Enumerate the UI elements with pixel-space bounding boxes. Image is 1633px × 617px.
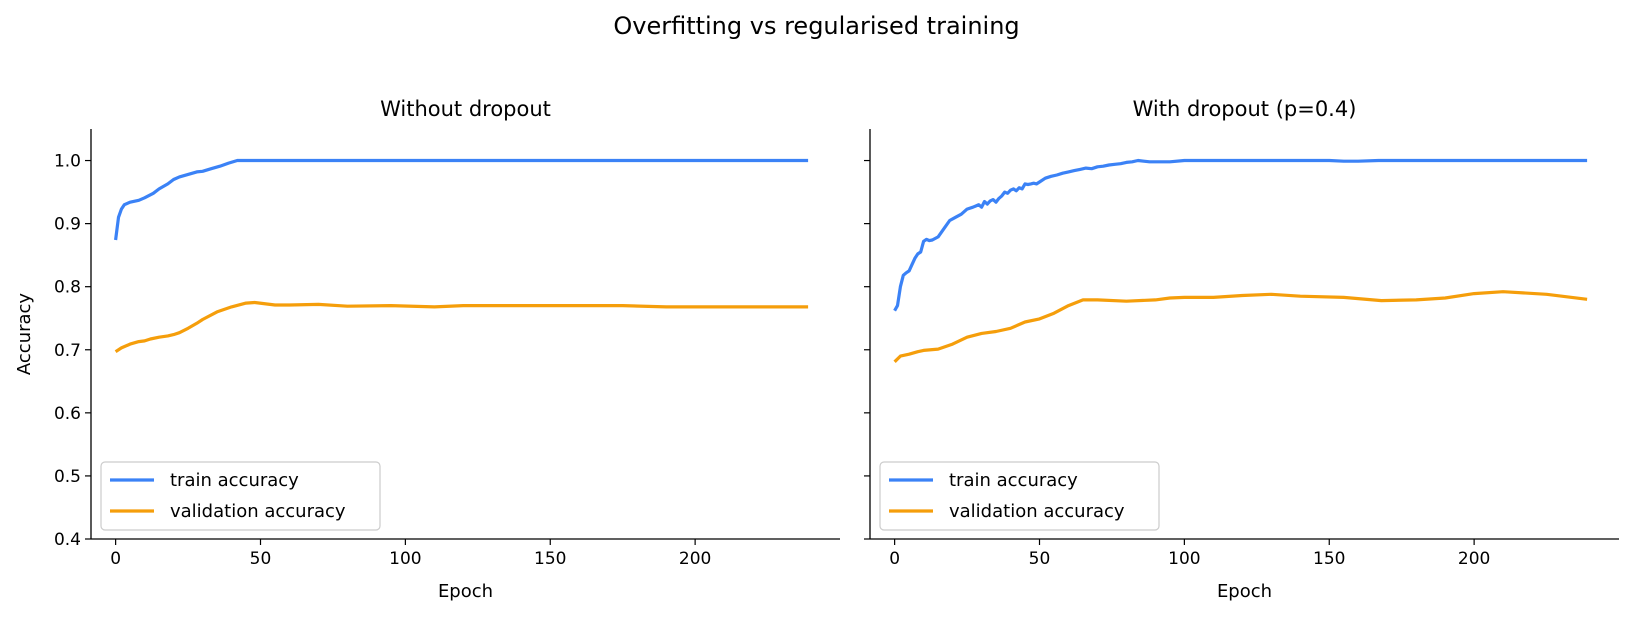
x-tick-label: 0: [889, 549, 900, 569]
x-tick-label: 150: [1313, 549, 1345, 569]
legend: train accuracy validation accuracy: [879, 461, 1160, 531]
legend: train accuracy validation accuracy: [100, 461, 381, 531]
y-tick-label: 0.4: [54, 530, 81, 550]
x-tick-label: 100: [389, 549, 421, 569]
x-tick-label: 150: [534, 549, 566, 569]
y-tick-label: 1.0: [54, 152, 81, 172]
legend-label-validation: validation accuracy: [170, 501, 346, 522]
y-tick-label: 0.8: [54, 278, 81, 298]
x-tick-label: 200: [679, 549, 711, 569]
x-axis-label: Epoch: [1217, 581, 1272, 602]
y-tick-label: 0.9: [54, 215, 81, 235]
panel-with-dropout: With dropout (p=0.4) 0 50 100 150 200 Epoch tra…: [864, 97, 1619, 602]
x-tick-label: 50: [1029, 549, 1051, 569]
validation-accuracy-line: [114, 300, 809, 354]
x-tick-label: 0: [110, 549, 121, 569]
x-axis-label: Epoch: [438, 581, 493, 602]
legend-label-validation: validation accuracy: [949, 501, 1125, 522]
y-tick-label: 0.7: [54, 341, 81, 361]
legend-label-train: train accuracy: [170, 470, 299, 491]
x-tick-label: 100: [1168, 549, 1200, 569]
legend-label-train: train accuracy: [949, 470, 1078, 491]
y-axis-label: Accuracy: [14, 293, 35, 376]
panel-title: Without dropout: [380, 97, 551, 121]
figure-title: Overfitting vs regularised training: [613, 12, 1019, 40]
train-accuracy-line: [114, 158, 809, 241]
legend-box: [100, 461, 381, 531]
y-tick-label: 0.6: [54, 404, 81, 424]
legend-box: [879, 461, 1160, 531]
train-accuracy-line: [893, 158, 1588, 312]
x-tick-label: 200: [1458, 549, 1490, 569]
panel-title: With dropout (p=0.4): [1133, 97, 1357, 121]
y-tick-label: 0.5: [54, 467, 81, 487]
validation-accuracy-line: [893, 290, 1588, 363]
panel-without-dropout: Without dropout 0 50 100 150 200 0.4 0.5 0.6 0.7 0…: [14, 97, 840, 602]
x-tick-label: 50: [250, 549, 272, 569]
